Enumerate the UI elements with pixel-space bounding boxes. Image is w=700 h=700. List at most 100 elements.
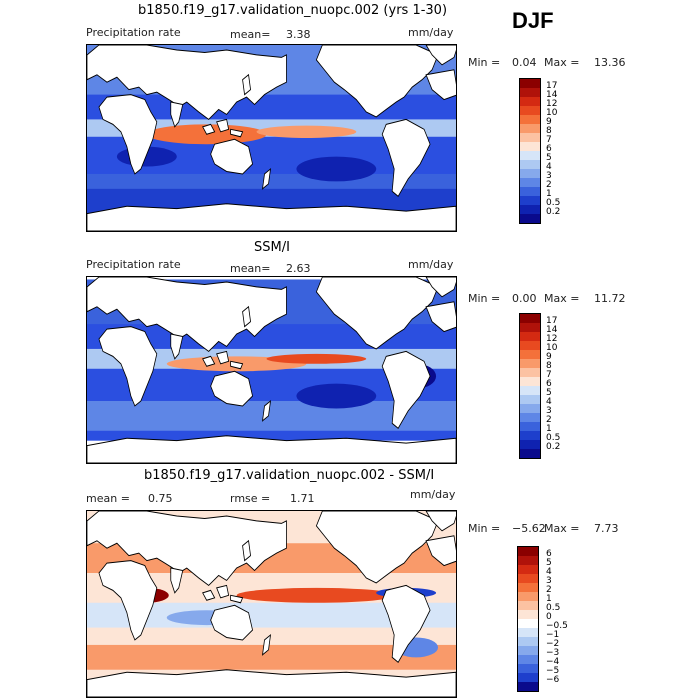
colorbar-tick-label: 1	[546, 189, 552, 199]
variable-label: Precipitation rate	[86, 26, 181, 39]
colorbar-tick-label: −6	[546, 675, 560, 685]
colorbar-swatch	[520, 79, 540, 88]
season-label: DJF	[512, 8, 554, 33]
colorbar-tick-label: 1	[546, 594, 552, 604]
colorbar-tick-label: 0.5	[546, 198, 561, 208]
colorbar-tick-label: 17	[546, 81, 558, 91]
colorbar-tick-label: −3	[546, 648, 560, 658]
colorbar-tick-label: 14	[546, 325, 558, 335]
min-value: −5.62	[512, 522, 546, 535]
colorbar-swatch	[520, 341, 540, 350]
colorbar-tick-label: 6	[546, 144, 552, 154]
precip-map-ssmi	[86, 276, 457, 464]
colorbar-tick-label: 6	[546, 549, 552, 559]
colorbar-tick-label: 2	[546, 415, 552, 425]
colorbar-swatch	[518, 574, 538, 583]
colorbar-swatch	[518, 592, 538, 601]
variable-label: Precipitation rate	[86, 258, 181, 271]
colorbar-swatch	[518, 601, 538, 610]
colorbar-swatch	[518, 583, 538, 592]
rmse-label: rmse =	[230, 492, 271, 505]
colorbar-swatch	[520, 386, 540, 395]
rmse-value: 1.71	[290, 492, 315, 505]
colorbar-swatch	[520, 97, 540, 106]
colorbar-tick-label: 12	[546, 99, 558, 109]
colorbar-swatch	[518, 556, 538, 565]
colorbar-swatch	[520, 106, 540, 115]
colorbar-tick-label: 1	[546, 424, 552, 434]
max-value: 13.36	[594, 56, 626, 69]
colorbar-swatch	[520, 449, 540, 458]
colorbar-swatch	[520, 377, 540, 386]
panel-title: b1850.f19_g17.validation_nuopc.002 (yrs …	[138, 3, 448, 18]
colorbar-swatch	[520, 133, 540, 142]
colorbar-swatch	[520, 160, 540, 169]
colorbar-swatch	[518, 664, 538, 673]
colorbar-tick-label: −1	[546, 630, 560, 640]
colorbar-tick-label: 8	[546, 126, 552, 136]
colorbar-tick-label: 0	[546, 612, 552, 622]
colorbar-tick-label: 4	[546, 397, 552, 407]
mean-label: mean=	[230, 262, 271, 275]
colorbar-tick-label: 14	[546, 90, 558, 100]
min-label: Min =	[468, 56, 501, 69]
colorbar-tick-label: 2	[546, 585, 552, 595]
colorbar-tick-label: 7	[546, 370, 552, 380]
colorbar-tick-label: −0.5	[546, 621, 568, 631]
colorbar-swatch	[518, 655, 538, 664]
colorbar-swatch	[520, 368, 540, 377]
min-label: Min =	[468, 522, 501, 535]
units-label: mm/day	[408, 26, 454, 39]
colorbar-tick-label: 2	[546, 180, 552, 190]
colorbar-swatch	[520, 124, 540, 133]
colorbar-tick-label: 3	[546, 406, 552, 416]
colorbar-swatch	[518, 628, 538, 637]
colorbar-tick-label: −5	[546, 666, 560, 676]
colorbar-swatch	[518, 619, 538, 628]
colorbar-swatch	[520, 142, 540, 151]
min-label: Min =	[468, 292, 501, 305]
colorbar-swatch	[518, 682, 538, 691]
colorbar-swatch	[520, 323, 540, 332]
colorbar-swatch	[520, 115, 540, 124]
colorbar-swatch	[520, 214, 540, 223]
mean-label: mean=	[230, 28, 271, 41]
colorbar-tick-label: −2	[546, 639, 560, 649]
colorbar-swatch	[520, 169, 540, 178]
max-value: 11.72	[594, 292, 626, 305]
colorbar-swatch	[520, 314, 540, 323]
colorbar-swatch	[520, 151, 540, 160]
colorbar-tick-label: 17	[546, 316, 558, 326]
colorbar-swatch	[518, 637, 538, 646]
max-value: 7.73	[594, 522, 619, 535]
colorbar-swatch	[518, 565, 538, 574]
colorbar-tick-label: 3	[546, 576, 552, 586]
colorbar-swatch	[520, 404, 540, 413]
colorbar-swatch	[520, 440, 540, 449]
colorbar-tick-label: −4	[546, 657, 560, 667]
colorbar-swatch	[520, 205, 540, 214]
colorbar-tick-label: 4	[546, 567, 552, 577]
colorbar-swatch	[518, 610, 538, 619]
colorbar-tick-label: 5	[546, 153, 552, 163]
colorbar-tick-label: 4	[546, 162, 552, 172]
colorbar-swatch	[520, 178, 540, 187]
colorbar-tick-label: 8	[546, 361, 552, 371]
colorbar-swatch	[520, 359, 540, 368]
colorbar	[517, 546, 539, 692]
colorbar-tick-label: 5	[546, 388, 552, 398]
colorbar-tick-label: 9	[546, 117, 552, 127]
colorbar-swatch	[520, 413, 540, 422]
colorbar-tick-label: 3	[546, 171, 552, 181]
max-label: Max =	[544, 292, 580, 305]
colorbar	[519, 313, 541, 459]
colorbar-tick-label: 0.2	[546, 207, 561, 217]
colorbar-tick-label: 10	[546, 343, 558, 353]
colorbar-tick-label: 6	[546, 379, 552, 389]
units-label: mm/day	[410, 488, 456, 501]
colorbar-tick-label: 12	[546, 334, 558, 344]
max-label: Max =	[544, 522, 580, 535]
colorbar-tick-label: 9	[546, 352, 552, 362]
colorbar-swatch	[520, 187, 540, 196]
panel-title: b1850.f19_g17.validation_nuopc.002 - SSM…	[144, 468, 435, 483]
